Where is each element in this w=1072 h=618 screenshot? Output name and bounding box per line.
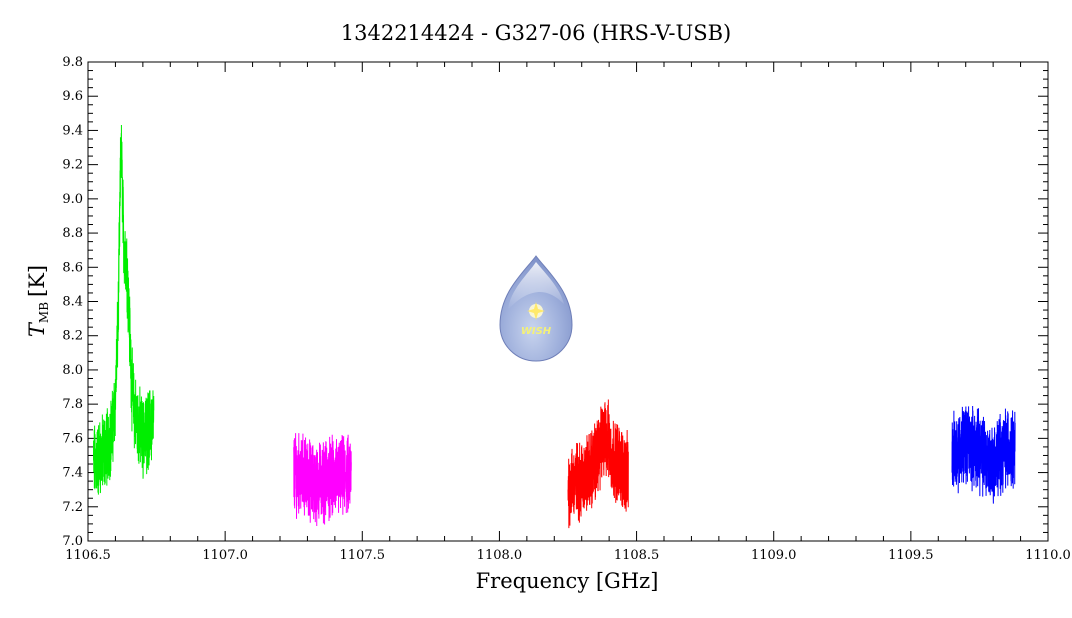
x-tick-label: 1109.5 [888,548,934,563]
spectrum-series-4 [951,406,1016,504]
wish-logo-text: WISH [521,326,552,337]
y-tick-label: 8.4 [62,295,83,310]
plot-frame [87,61,1049,542]
spectrum-series-1 [92,124,155,495]
star-icon [527,302,545,320]
axis-tick-labels: 1106.5 1107.0 1107.5 1108.0 1108.5 1109.0 1109… [62,55,1070,563]
y-tick-label: 9.4 [62,123,83,138]
x-tick-label: 1108.5 [614,548,660,563]
y-axis-label-unit: [K] [25,265,49,297]
chart-title: 1342214424 - G327-06 (HRS-V-USB) [341,21,732,45]
x-tick-label: 1110.0 [1025,548,1071,563]
x-tick-label: 1107.5 [340,548,386,563]
x-tick-label: 1108.0 [477,548,523,563]
y-tick-label: 8.8 [62,226,83,241]
y-tick-label: 8.6 [62,260,83,275]
y-axis-label-main: T [25,321,49,337]
y-axis-label-sub: MB [37,302,51,323]
svg-text:TMB[K]: TMB [K] [25,265,51,337]
y-tick-label: 8.2 [62,329,83,344]
x-tick-label: 1107.0 [202,548,248,563]
x-tick-label: 1109.0 [751,548,797,563]
y-tick-label: 7.8 [62,397,83,412]
y-tick-label: 7.2 [62,500,83,515]
y-tick-label: 9.0 [62,192,83,207]
y-tick-label: 8.0 [62,363,83,378]
y-tick-label: 9.6 [62,89,83,104]
y-tick-label: 7.0 [62,534,83,549]
series-layer [92,124,1016,529]
y-tick-label: 9.8 [62,55,83,70]
x-axis-label: Frequency [GHz] [476,569,659,593]
spectrum-series-2 [293,433,352,527]
y-axis-label: TMB [K] [25,265,51,337]
wish-logo: WISH [499,255,573,362]
y-tick-label: 7.6 [62,431,83,446]
x-tick-label: 1106.5 [65,548,111,563]
drop-shine-icon [508,262,564,310]
y-tick-label: 7.4 [62,466,83,481]
spectrum-series-3 [567,399,629,529]
y-tick-label: 9.2 [62,158,83,173]
